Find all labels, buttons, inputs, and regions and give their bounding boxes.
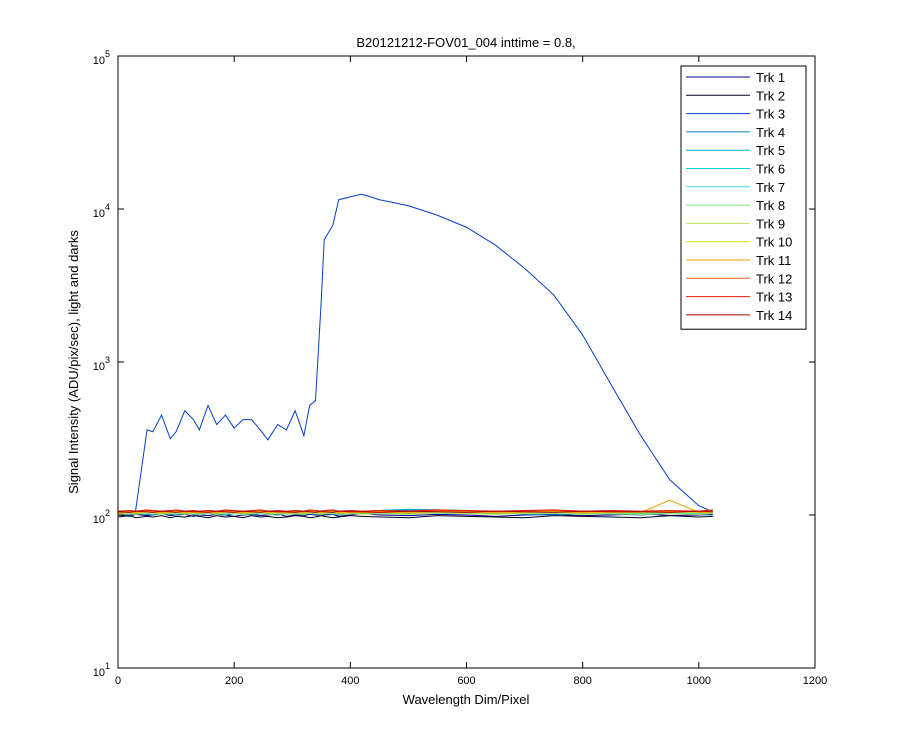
data-line bbox=[117, 510, 713, 513]
data-line bbox=[117, 512, 713, 515]
legend-label: Trk 1 bbox=[756, 70, 785, 85]
data-line bbox=[118, 193, 713, 516]
legend-label: Trk 12 bbox=[756, 271, 792, 286]
legend-label: Trk 3 bbox=[756, 107, 785, 122]
legend-label: Trk 4 bbox=[756, 125, 785, 140]
legend-label: Trk 13 bbox=[756, 290, 792, 305]
legend-label: Trk 11 bbox=[756, 253, 791, 268]
data-line bbox=[117, 515, 713, 519]
data-line bbox=[117, 509, 713, 512]
legend-box bbox=[680, 65, 807, 330]
x-tick-label: 400 bbox=[341, 675, 359, 687]
legend-label: Trk 5 bbox=[756, 143, 785, 158]
legend-label: Trk 7 bbox=[756, 180, 785, 195]
x-tick-label: 800 bbox=[573, 675, 591, 687]
x-tick-label: 1000 bbox=[687, 675, 711, 687]
y-axis-label: Signal Intensity (ADU/pix/sec), light an… bbox=[66, 230, 81, 494]
x-tick-label: 200 bbox=[225, 675, 243, 687]
x-tick-label: 600 bbox=[457, 675, 475, 687]
x-tick-label: 1200 bbox=[803, 675, 827, 687]
x-axis-label: Wavelength Dim/Pixel bbox=[403, 692, 530, 707]
legend-label: Trk 9 bbox=[756, 216, 785, 231]
legend-label: Trk 6 bbox=[756, 162, 785, 177]
x-tick-label: 0 bbox=[115, 675, 121, 687]
legend-label: Trk 10 bbox=[756, 235, 792, 250]
chart-title: B20121212-FOV01_004 inttime = 0.8, bbox=[356, 35, 575, 50]
legend-label: Trk 8 bbox=[756, 198, 785, 213]
legend-label: Trk 14 bbox=[756, 308, 792, 323]
legend-label: Trk 2 bbox=[756, 88, 785, 103]
